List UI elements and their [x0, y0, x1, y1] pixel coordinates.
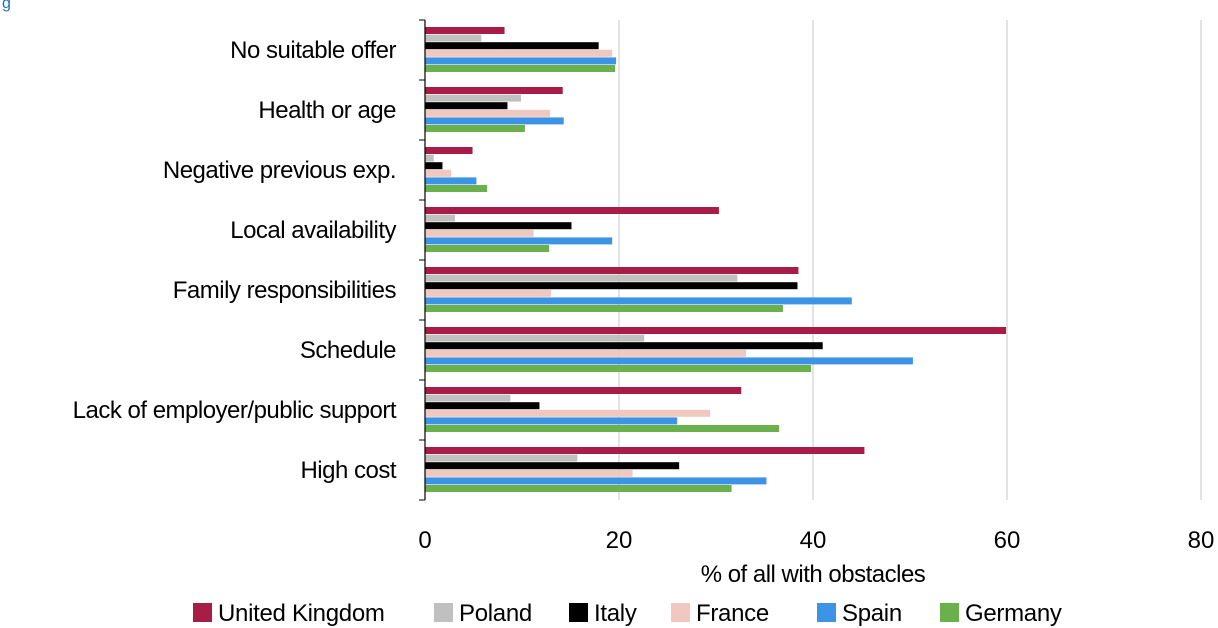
bar: [425, 267, 799, 274]
bar: [425, 185, 488, 192]
x-axis-title: % of all with obstacles: [701, 561, 926, 588]
bar: [425, 289, 552, 297]
bar: [425, 87, 563, 94]
bar: [425, 282, 798, 290]
category-label: Lack of employer/public support: [73, 397, 397, 424]
legend-label: Poland: [459, 600, 532, 627]
bar: [425, 222, 572, 230]
axes: [419, 19, 426, 501]
legend-swatch: [193, 603, 212, 622]
bar: [425, 394, 511, 402]
legend-swatch: [817, 603, 836, 622]
legend-label: Spain: [842, 600, 902, 627]
legend-label: United Kingdom: [218, 600, 385, 627]
category-label: Family responsibilities: [173, 277, 397, 304]
bar: [425, 102, 508, 110]
bar: [425, 469, 633, 477]
bar: [425, 154, 434, 162]
bar: [425, 42, 599, 50]
bar: [425, 229, 534, 237]
legend-swatch: [940, 603, 959, 622]
legend-label: Italy: [594, 600, 637, 627]
x-tick-label: 80: [1188, 527, 1215, 554]
legend-item: Germany: [940, 600, 1062, 627]
bar: [425, 94, 522, 102]
bar: [425, 274, 738, 282]
bar: [425, 462, 680, 470]
bar: [425, 162, 443, 170]
bar: [425, 387, 742, 394]
legend-label: France: [696, 600, 769, 627]
bar: [425, 177, 477, 185]
x-tick-labels: 0 20 40 60 80: [418, 527, 1214, 554]
category-labels: No suitable offer Health or age Negative p…: [73, 37, 398, 484]
bar: [425, 57, 617, 65]
bar: [425, 357, 913, 365]
bar: [425, 49, 613, 57]
category-label: High cost: [300, 457, 396, 484]
bar: [425, 65, 616, 72]
cropped-header-text: g: [2, 0, 11, 12]
legend-swatch: [671, 603, 690, 622]
bar: [425, 117, 564, 125]
bar: [425, 447, 865, 454]
category-label: Negative previous exp.: [163, 157, 396, 184]
legend-item: Spain: [817, 600, 902, 627]
category-label: No suitable offer: [230, 37, 396, 64]
category-label: Health or age: [258, 97, 396, 124]
x-tick-label: 60: [994, 527, 1021, 554]
bar: [425, 402, 540, 410]
bar: [425, 334, 645, 342]
bar: [425, 34, 482, 42]
legend-item: United Kingdom: [193, 600, 385, 627]
legend-swatch: [569, 603, 588, 622]
bar: [425, 409, 711, 417]
category-label: Schedule: [300, 337, 396, 364]
bar: [425, 477, 767, 485]
bar: [425, 454, 578, 462]
bar: [425, 169, 452, 177]
bar: [425, 349, 747, 357]
x-tick-label: 0: [418, 527, 431, 554]
legend-item: Italy: [569, 600, 637, 627]
bar: [425, 109, 551, 117]
bar: [425, 417, 678, 425]
bar: [425, 237, 613, 245]
legend-item: Poland: [434, 600, 532, 627]
legend-label: Germany: [965, 600, 1062, 627]
bar: [425, 297, 852, 305]
x-tick-label: 40: [800, 527, 827, 554]
bar: [425, 305, 783, 312]
legend: United Kingdom Poland Italy France Spain Germ…: [193, 600, 1062, 627]
bar: [425, 214, 456, 222]
bar: [425, 27, 505, 34]
bars: [425, 27, 1007, 492]
legend-swatch: [434, 603, 453, 622]
bar: [425, 365, 812, 372]
bar: [425, 207, 719, 214]
bar: [425, 342, 823, 350]
bar: [425, 327, 1007, 334]
bar: [425, 125, 525, 132]
category-label: Local availability: [230, 217, 396, 244]
legend-item: France: [671, 600, 769, 627]
bar: [425, 485, 732, 492]
bar: [425, 147, 473, 154]
bar: [425, 425, 780, 432]
bar: [425, 245, 550, 252]
x-tick-label: 20: [606, 527, 633, 554]
